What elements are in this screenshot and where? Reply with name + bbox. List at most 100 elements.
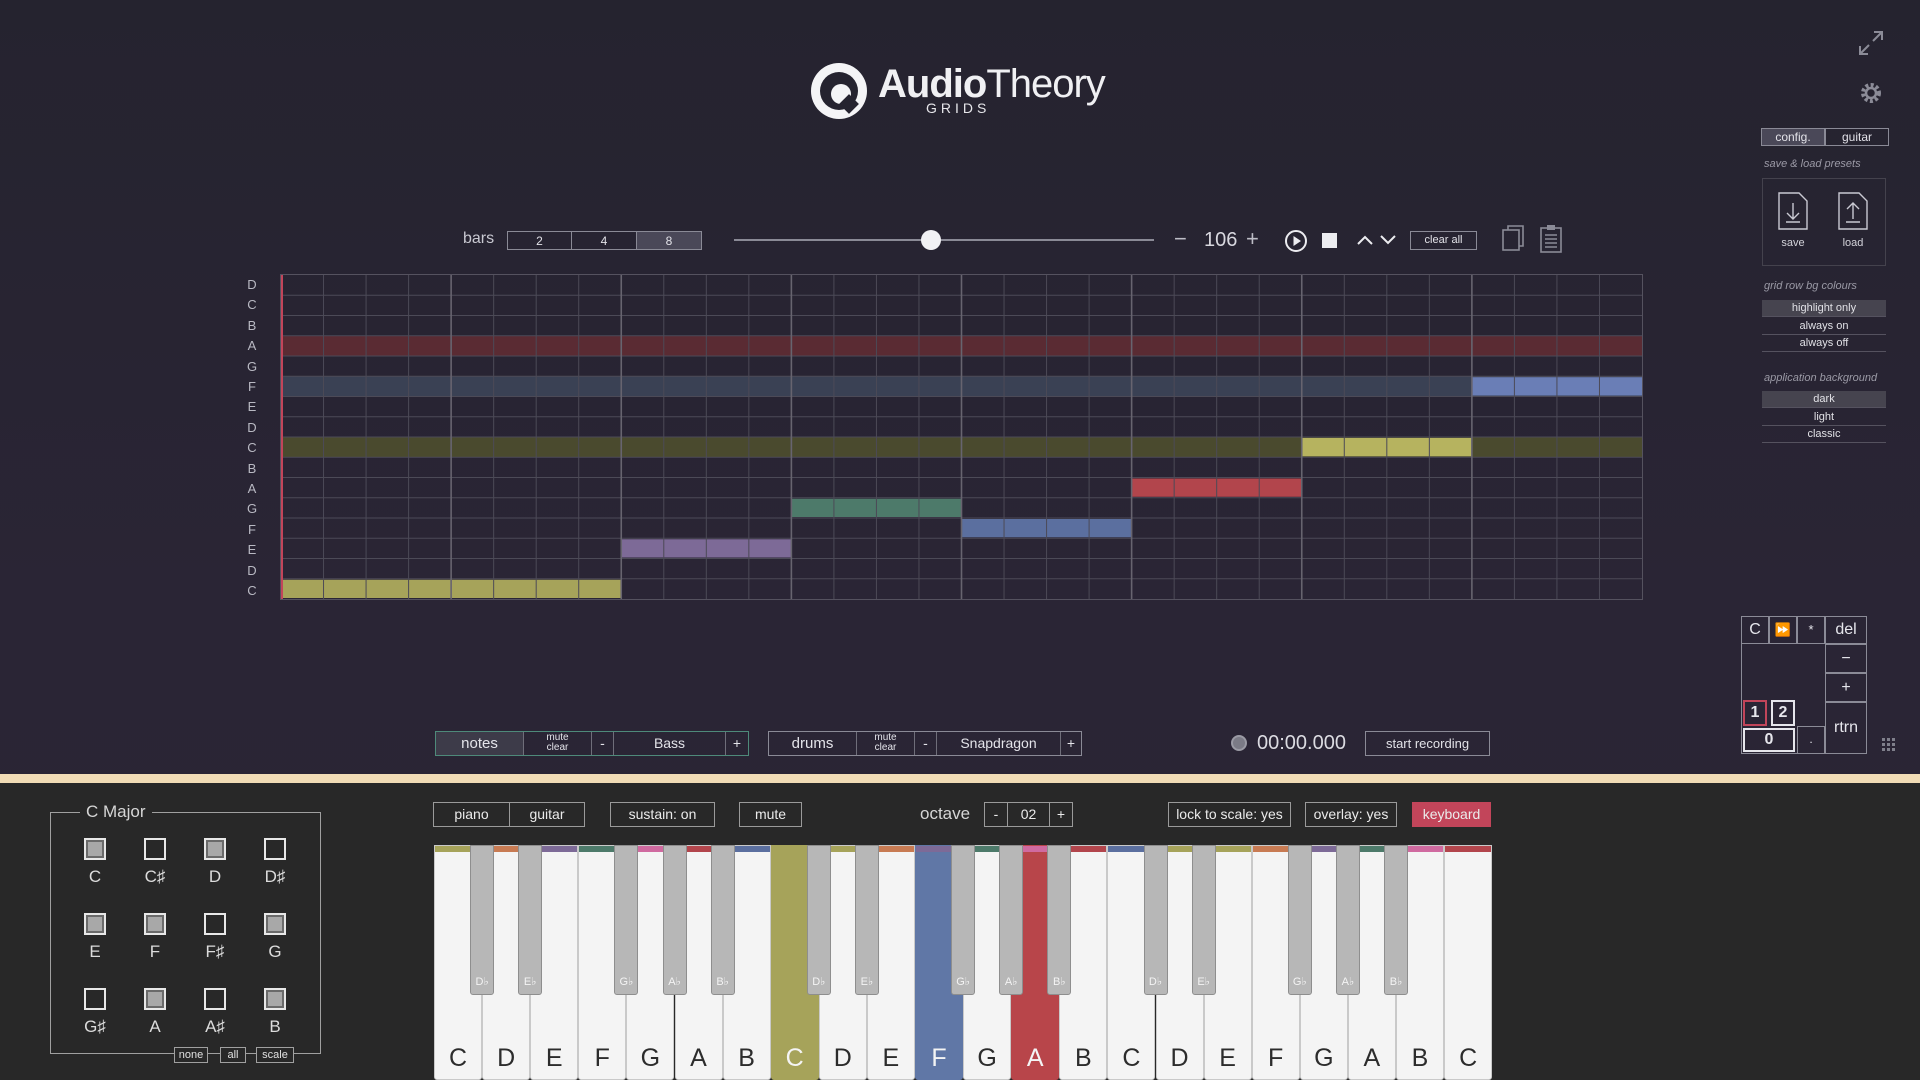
- piano-black-key[interactable]: E♭: [1191, 845, 1216, 995]
- key-color-strip: [1445, 846, 1492, 852]
- grid-menu-icon[interactable]: [1882, 738, 1896, 752]
- piano-black-key[interactable]: E♭: [854, 845, 879, 995]
- play-icon[interactable]: [1284, 229, 1308, 253]
- piano-black-key[interactable]: B♭: [710, 845, 735, 995]
- load-preset-button[interactable]: [1837, 191, 1869, 231]
- numpad-minus-key[interactable]: −: [1825, 644, 1867, 673]
- scale-note-checkbox[interactable]: [204, 913, 226, 935]
- clear-all-button[interactable]: clear all: [1410, 231, 1477, 250]
- note-grid[interactable]: [280, 274, 1643, 600]
- numpad-1-key[interactable]: 1: [1743, 700, 1767, 726]
- bars-option-2[interactable]: 2: [507, 231, 572, 250]
- drums-next-instrument-button[interactable]: +: [1066, 735, 1076, 751]
- grid-row-label: C: [247, 440, 257, 456]
- lock-to-scale-button[interactable]: lock to scale: yes: [1168, 802, 1291, 827]
- piano-black-key[interactable]: G♭: [1287, 845, 1312, 995]
- numpad-dot-key[interactable]: .: [1797, 726, 1825, 754]
- scale-note-checkbox[interactable]: [84, 988, 106, 1010]
- tab-config[interactable]: config.: [1761, 128, 1825, 146]
- guitar-button[interactable]: guitar: [509, 802, 585, 827]
- numpad-0-key[interactable]: 0: [1743, 728, 1795, 752]
- start-recording-button[interactable]: start recording: [1365, 731, 1490, 756]
- keyboard-toggle-button[interactable]: keyboard: [1412, 802, 1491, 827]
- fullscreen-icon[interactable]: [1856, 28, 1886, 58]
- settings-gear-icon[interactable]: [1858, 80, 1884, 106]
- app-bg-classic[interactable]: classic: [1762, 426, 1886, 443]
- scale-none-button[interactable]: none: [174, 1047, 208, 1063]
- scale-note-checkbox[interactable]: [144, 838, 166, 860]
- notes-prev-instrument-button[interactable]: -: [592, 732, 614, 755]
- presets-box: save load: [1762, 178, 1886, 266]
- scale-note-checkbox[interactable]: [84, 913, 106, 935]
- piano-key-label: E: [545, 1044, 563, 1072]
- scale-note-checkbox[interactable]: [144, 988, 166, 1010]
- piano-black-key[interactable]: D♭: [806, 845, 831, 995]
- notes-mute-clear-button[interactable]: mute clear: [524, 732, 592, 755]
- copy-icon[interactable]: [1500, 224, 1526, 254]
- piano-key-label: A: [690, 1044, 707, 1072]
- scale-note-checkbox[interactable]: [84, 838, 106, 860]
- notes-next-instrument-button[interactable]: +: [732, 735, 742, 751]
- piano-black-key[interactable]: E♭: [518, 845, 543, 995]
- chevron-down-icon[interactable]: [1378, 232, 1398, 248]
- row-bg-always-on[interactable]: always on: [1762, 318, 1886, 335]
- row-bg-always-off[interactable]: always off: [1762, 335, 1886, 352]
- piano-black-key[interactable]: B♭: [1047, 845, 1072, 995]
- tempo-decrease-button[interactable]: −: [1174, 226, 1187, 251]
- app-bg-light[interactable]: light: [1762, 409, 1886, 426]
- bars-option-4[interactable]: 4: [571, 231, 637, 250]
- presets-heading: save & load presets: [1764, 158, 1861, 170]
- numpad-del-key[interactable]: del: [1825, 616, 1867, 644]
- piano-black-key[interactable]: A♭: [1335, 845, 1360, 995]
- row-bg-heading: grid row bg colours: [1764, 280, 1857, 292]
- scale-note-label: G: [268, 942, 282, 961]
- scale-note-checkbox[interactable]: [144, 913, 166, 935]
- piano-black-key[interactable]: A♭: [999, 845, 1024, 995]
- app-bg-dark[interactable]: dark: [1762, 391, 1886, 408]
- numpad-star-key[interactable]: *: [1797, 616, 1825, 644]
- scale-note-checkbox[interactable]: [204, 988, 226, 1010]
- octave-increase-button[interactable]: +: [1049, 802, 1073, 827]
- numpad-c-key[interactable]: C: [1741, 616, 1769, 644]
- overlay-button[interactable]: overlay: yes: [1305, 802, 1397, 827]
- stop-icon[interactable]: [1322, 233, 1337, 248]
- scale-note-checkbox[interactable]: [264, 988, 286, 1010]
- piano-black-key[interactable]: B♭: [1384, 845, 1408, 995]
- drums-prev-instrument-button[interactable]: -: [915, 732, 937, 755]
- mute-button[interactable]: mute: [739, 802, 802, 827]
- numpad-2-key[interactable]: 2: [1771, 700, 1795, 726]
- position-slider-knob[interactable]: [921, 230, 942, 250]
- piano-black-key[interactable]: G♭: [951, 845, 976, 995]
- row-bg-highlight-only[interactable]: highlight only: [1762, 300, 1886, 317]
- piano-black-key[interactable]: A♭: [662, 845, 687, 995]
- drums-mute-clear-button[interactable]: mute clear: [857, 732, 915, 755]
- note-grid-canvas[interactable]: [281, 275, 1642, 599]
- piano-key-label: G♭: [956, 976, 970, 988]
- drums-track-button[interactable]: drums: [769, 732, 857, 755]
- octave-decrease-button[interactable]: -: [984, 802, 1008, 827]
- scale-note-checkbox[interactable]: [264, 838, 286, 860]
- bars-option-8[interactable]: 8: [636, 231, 702, 250]
- paste-icon[interactable]: [1538, 223, 1564, 255]
- numpad-return-key[interactable]: rtrn: [1825, 702, 1867, 754]
- scale-all-button[interactable]: all: [220, 1047, 246, 1063]
- position-slider[interactable]: [734, 230, 1154, 250]
- save-preset-button[interactable]: [1777, 191, 1809, 231]
- notes-track-button[interactable]: notes: [436, 732, 524, 755]
- numpad-plus-key[interactable]: +: [1825, 673, 1867, 702]
- scale-scale-button[interactable]: scale: [256, 1047, 294, 1063]
- piano-black-key[interactable]: D♭: [470, 845, 495, 995]
- piano-black-key[interactable]: D♭: [1143, 845, 1168, 995]
- numpad-fast-forward-key[interactable]: ⏩: [1769, 616, 1797, 644]
- audiotheory-logo-icon: [811, 63, 867, 119]
- scale-note-checkbox[interactable]: [204, 838, 226, 860]
- key-color-strip: [964, 846, 1011, 852]
- chevron-up-icon[interactable]: [1355, 232, 1375, 248]
- piano-black-key[interactable]: G♭: [614, 845, 639, 995]
- tab-guitar[interactable]: guitar: [1825, 128, 1889, 146]
- scale-note-checkbox[interactable]: [264, 913, 286, 935]
- sustain-button[interactable]: sustain: on: [610, 802, 715, 827]
- tempo-increase-button[interactable]: +: [1246, 226, 1259, 251]
- piano-white-key[interactable]: C: [1444, 845, 1493, 1080]
- piano-button[interactable]: piano: [433, 802, 510, 827]
